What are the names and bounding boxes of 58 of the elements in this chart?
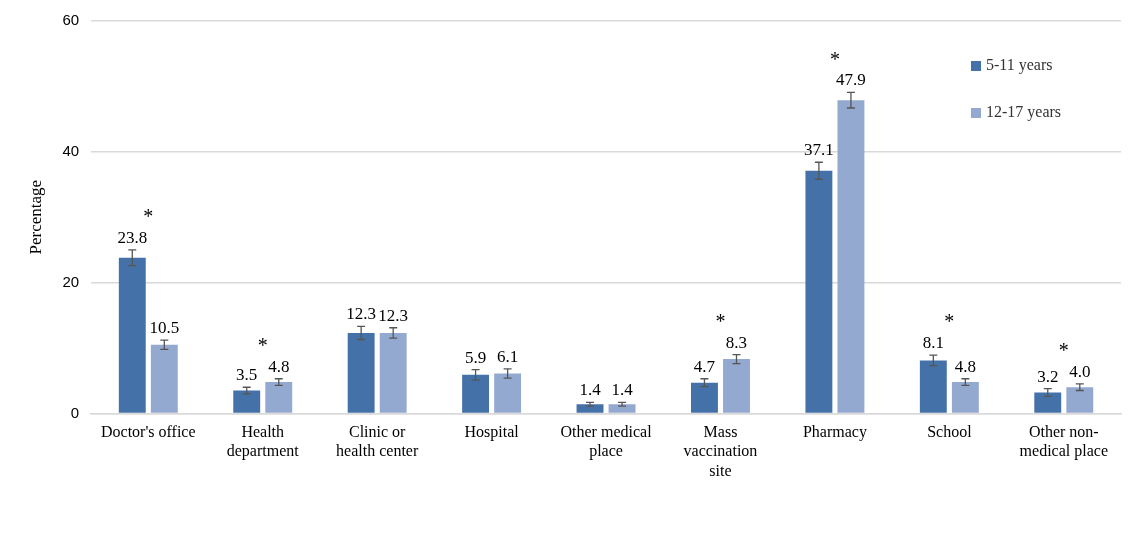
data-label: 23.8 [117,227,148,247]
bar [1066,387,1094,413]
bar [150,344,178,413]
data-label: 6.1 [497,346,519,366]
data-label: 1.4 [611,380,634,400]
x-tick-label: Health department [226,423,300,461]
bar [379,332,407,413]
annotation: * [944,310,955,333]
bar [805,170,833,413]
bar [265,382,293,413]
data-label: 8.3 [725,332,748,352]
bar [1034,392,1062,413]
x-tick-label: Hospital [464,423,520,442]
y-tick-label: 40 [62,141,80,159]
annotation: * [143,205,154,228]
x-tick-label: Other medical place [560,423,653,461]
y-tick-label: 60 [62,11,80,29]
bar [723,359,750,413]
data-label: 5.9 [464,347,487,367]
data-label: 4.7 [693,356,716,376]
bar [608,404,636,413]
x-tick-label: Clinic or health center [336,423,419,460]
y-tick-label: 0 [70,403,80,421]
bar [118,257,146,413]
data-label: 47.9 [836,70,866,90]
bar [837,100,865,413]
data-label: 3.2 [1037,366,1059,386]
data-label: 4.8 [954,356,976,376]
x-tick-label: School [927,423,973,441]
data-label: 4.8 [268,356,290,376]
data-label: 3.5 [236,365,258,385]
x-tick-label: Doctor's office [101,423,196,441]
x-tick-label: Pharmacy [802,423,867,442]
bar [576,404,604,413]
annotation: * [829,47,840,70]
annotation: * [257,333,268,356]
x-tick-label: Mass vaccination site [683,423,758,479]
bar [951,382,979,413]
y-axis-title: Percentage [25,179,45,255]
data-label: 8.1 [922,333,944,353]
bar [347,332,375,413]
data-label: 1.4 [579,380,602,400]
legend-label: 12-17 years [986,103,1062,122]
bar [233,390,261,413]
bar [494,373,522,413]
annotation: * [715,309,726,332]
legend-label: 5-11 years [986,56,1053,75]
bar [462,374,490,413]
bar [691,382,718,413]
data-label: 12.3 [346,304,377,324]
data-label: 37.1 [804,140,834,160]
annotation: * [1058,339,1069,362]
data-label: 4.0 [1069,361,1091,381]
bar [919,360,947,413]
y-tick-label: 20 [62,272,80,290]
x-tick-label: Other non-medical place [1019,423,1108,461]
data-label: 10.5 [149,318,180,338]
data-label: 12.3 [378,305,409,325]
